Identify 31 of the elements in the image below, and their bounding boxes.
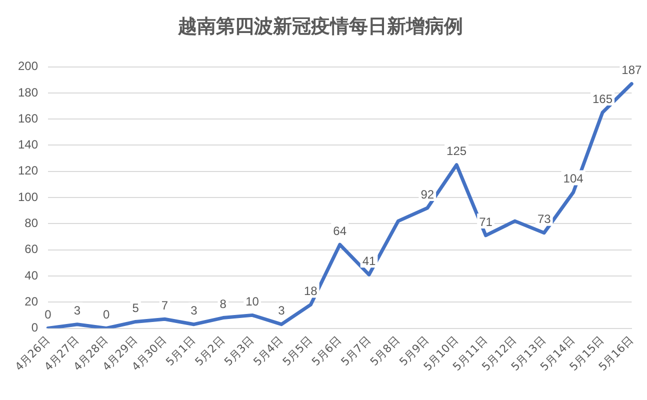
data-label: 92 xyxy=(420,187,434,202)
y-tick-label: 60 xyxy=(24,242,38,256)
y-tick-label: 20 xyxy=(24,294,38,308)
data-label: 41 xyxy=(362,254,376,268)
y-tick-label: 140 xyxy=(18,138,38,152)
data-label: 165 xyxy=(592,92,613,106)
data-label: 73 xyxy=(537,212,552,226)
data-label: 125 xyxy=(446,144,467,158)
data-label: 0 xyxy=(103,308,110,322)
data-label: 187 xyxy=(622,63,642,78)
data-label: 8 xyxy=(220,297,227,312)
data-label: 0 xyxy=(44,308,52,322)
data-label: 18 xyxy=(304,284,318,298)
data-label: 5 xyxy=(132,301,140,316)
y-tick-label: 180 xyxy=(18,85,38,100)
y-tick-label: 120 xyxy=(18,164,38,178)
data-label: 71 xyxy=(479,214,493,229)
y-tick-label: 100 xyxy=(18,190,38,204)
data-label: 3 xyxy=(74,304,81,318)
data-label: 3 xyxy=(190,304,198,318)
y-tick-label: 160 xyxy=(18,111,38,126)
y-tick-label: 80 xyxy=(24,216,38,230)
data-label: 104 xyxy=(563,172,584,186)
data-label: 7 xyxy=(161,298,168,312)
data-label: 64 xyxy=(333,224,347,238)
data-label: 3 xyxy=(278,304,286,318)
y-tick-label: 200 xyxy=(18,59,38,74)
chart-title: 越南第四波新冠疫情每日新增病例 xyxy=(177,15,463,38)
y-tick-label: 0 xyxy=(31,320,38,335)
data-label: 10 xyxy=(246,294,260,309)
y-tick-label: 40 xyxy=(24,268,38,282)
